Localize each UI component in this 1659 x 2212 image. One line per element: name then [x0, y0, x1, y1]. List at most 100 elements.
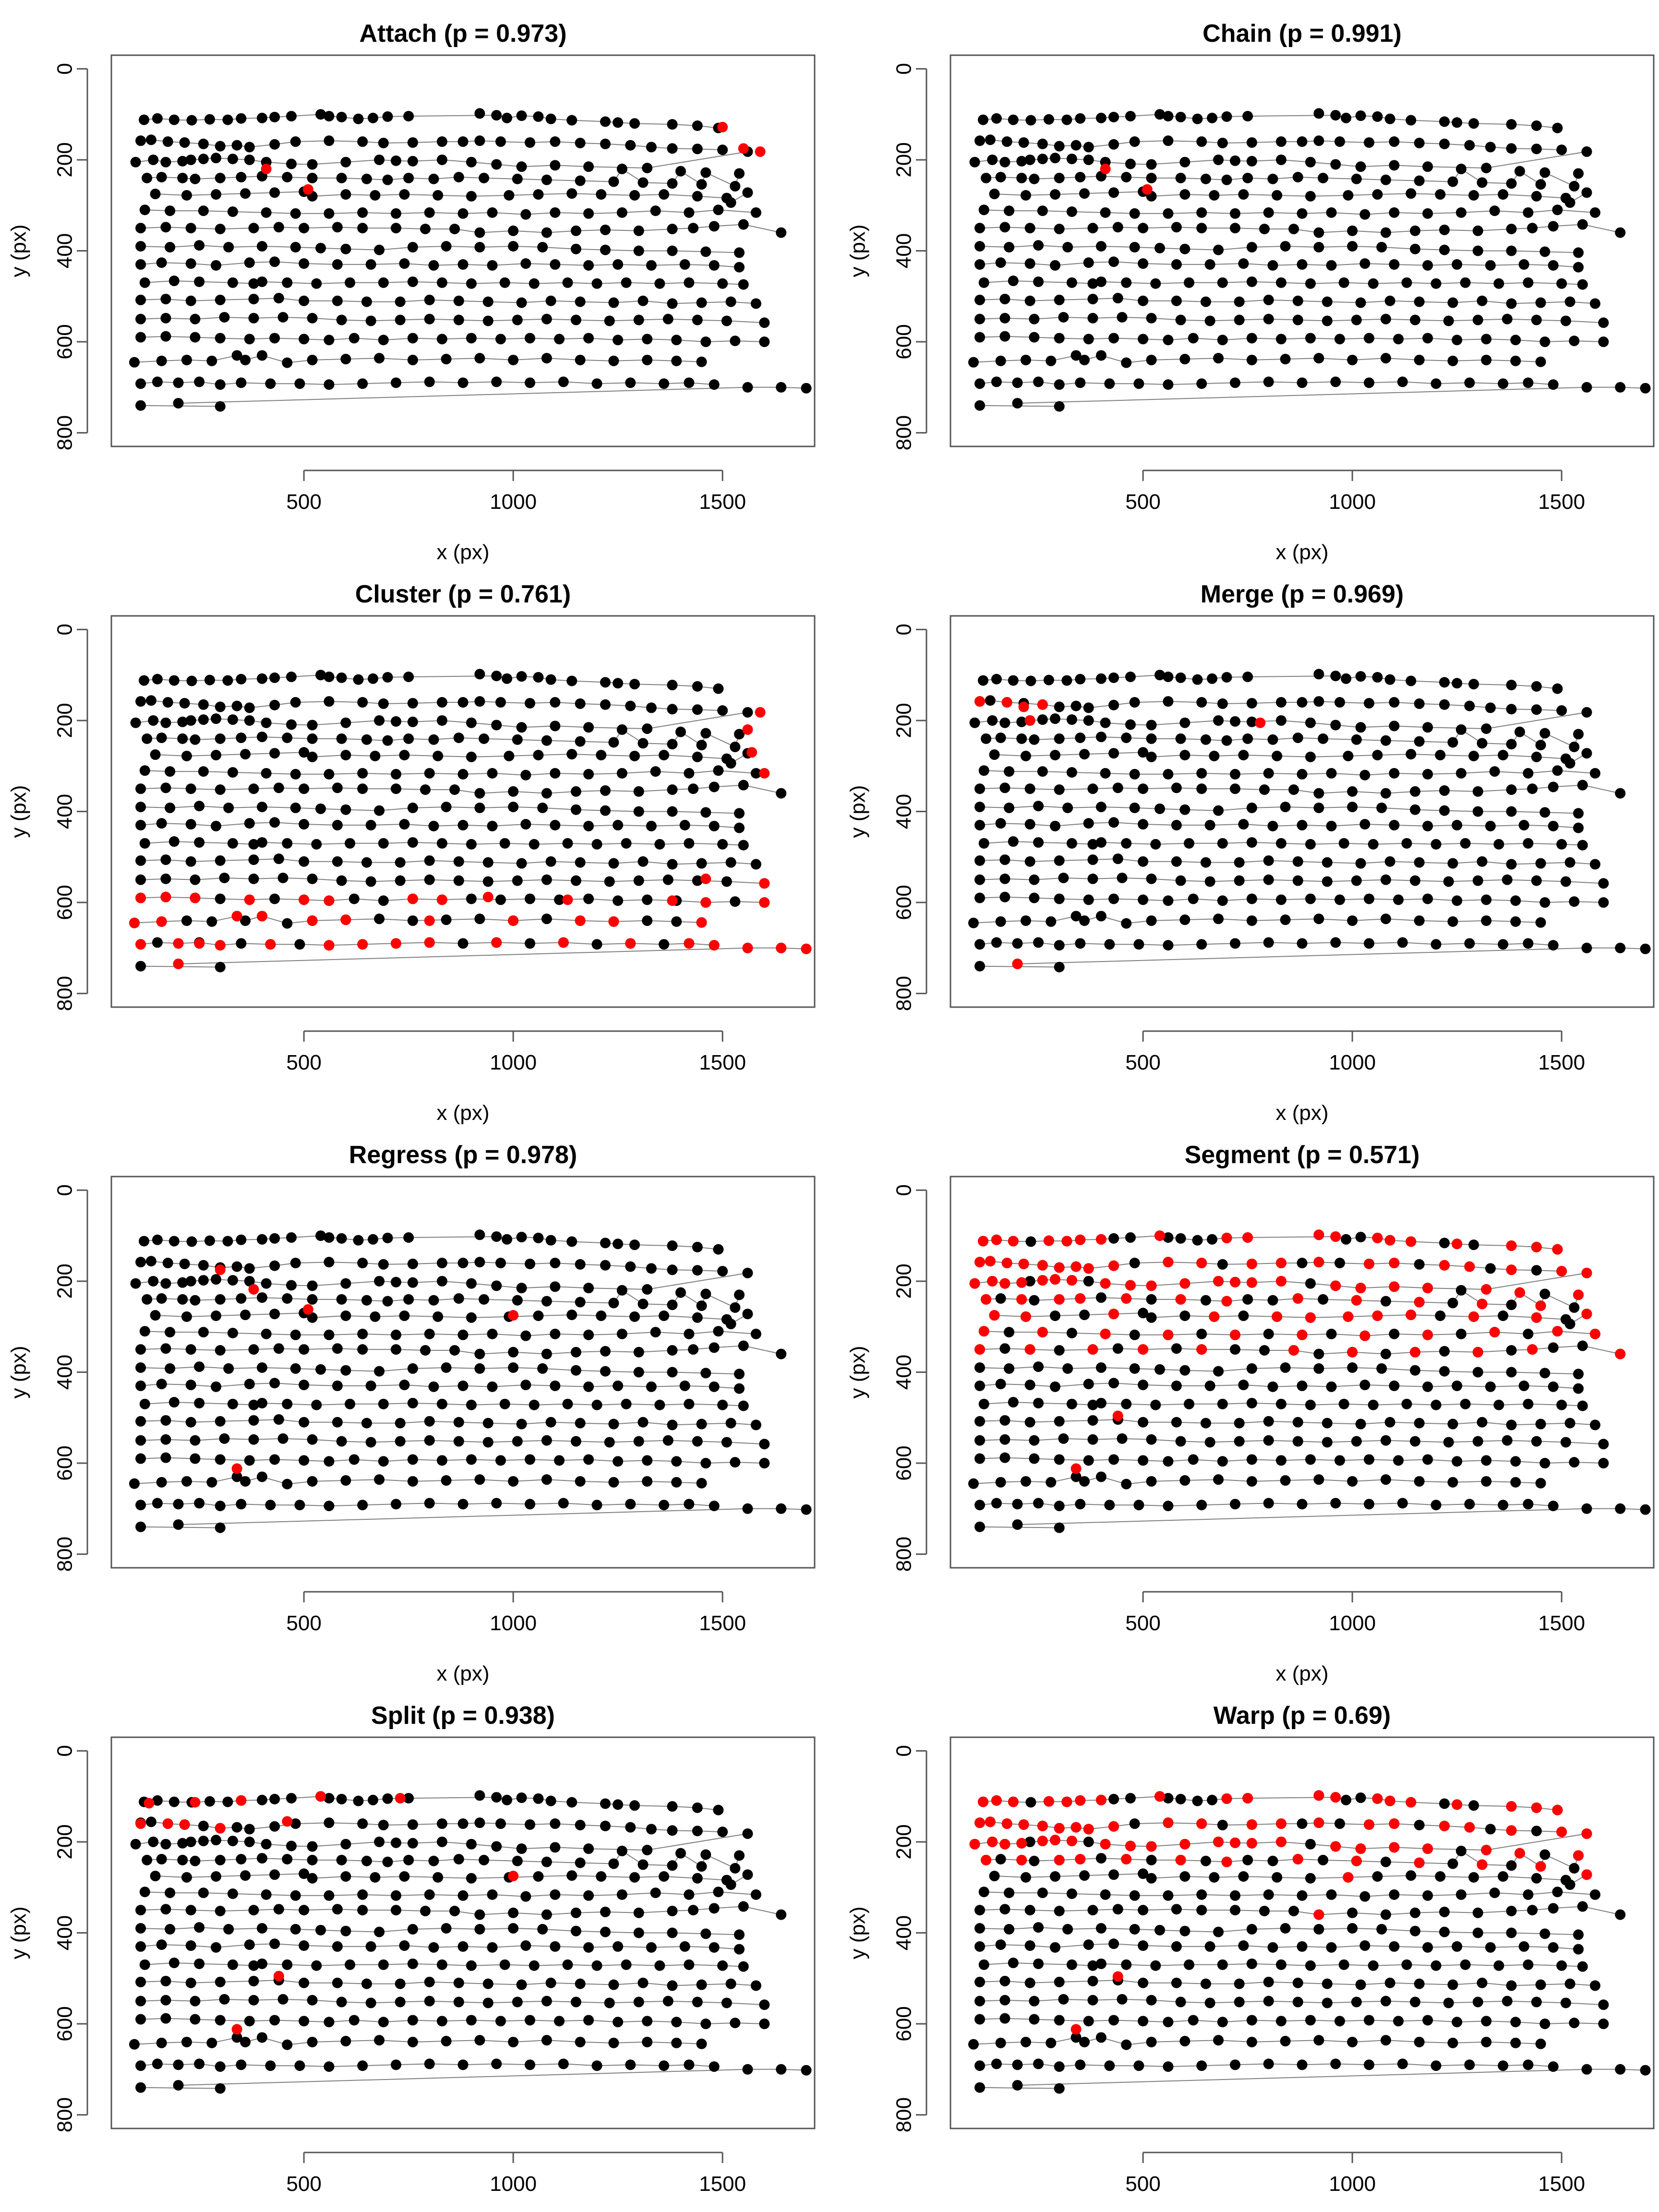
data-point [479, 733, 490, 744]
data-point [709, 1342, 720, 1353]
data-point [1318, 733, 1329, 744]
data-point [145, 1816, 156, 1827]
data-point [1397, 1498, 1408, 1509]
data-point [499, 1398, 510, 1409]
data-point [1548, 1501, 1559, 1512]
data-point [1539, 1928, 1551, 1939]
data-point [730, 336, 741, 347]
data-point [332, 295, 343, 306]
data-point [1242, 1854, 1253, 1865]
data-point [466, 1278, 477, 1289]
data-point [1062, 802, 1073, 813]
data-point [215, 1294, 226, 1305]
data-point [1263, 294, 1274, 305]
data-point [324, 769, 335, 780]
data-point [1163, 696, 1174, 707]
data-point [315, 1364, 326, 1375]
data-point [600, 138, 611, 149]
data-point [299, 1455, 310, 1466]
data-point [211, 1381, 222, 1392]
highlight-series [1100, 163, 1153, 195]
data-point [474, 1909, 485, 1920]
data-point [227, 1959, 238, 1970]
data-point [646, 1824, 657, 1835]
data-point [1414, 857, 1425, 868]
data-point [433, 190, 444, 201]
data-point [256, 112, 267, 123]
data-point [1355, 110, 1366, 121]
data-point [1539, 1288, 1551, 1299]
data-point [466, 278, 477, 289]
data-point [596, 189, 607, 200]
highlight-point [978, 1326, 989, 1337]
data-point [1452, 1380, 1463, 1391]
data-point [482, 315, 493, 326]
data-point [449, 1345, 460, 1356]
data-point [1121, 277, 1132, 288]
data-point [1569, 896, 1580, 907]
data-point [508, 802, 519, 813]
data-point [1213, 1926, 1224, 1937]
data-point [1506, 680, 1517, 691]
data-point [550, 697, 561, 708]
data-point [185, 1380, 196, 1391]
data-point [1234, 1418, 1245, 1429]
data-point [558, 2058, 569, 2069]
highlight-point [1481, 1845, 1492, 1856]
data-point [361, 1978, 372, 1989]
data-point [1275, 136, 1286, 147]
data-point [382, 735, 393, 746]
data-point [999, 293, 1010, 304]
data-point [750, 1889, 761, 1900]
data-point [995, 916, 1006, 927]
data-point [667, 298, 678, 309]
data-point [236, 938, 247, 949]
data-point [1455, 768, 1467, 779]
data-point [403, 172, 414, 183]
highlight-point [1075, 1293, 1086, 1304]
highlight-point [324, 940, 335, 951]
data-point [1100, 1889, 1111, 1900]
data-point [1083, 1455, 1094, 1466]
data-point [1318, 172, 1329, 183]
data-point [1129, 1923, 1140, 1935]
data-point [1046, 2037, 1057, 2048]
data-point [407, 333, 418, 344]
data-point [1129, 1363, 1140, 1374]
highlight-point [1343, 1311, 1354, 1322]
data-point [152, 1234, 163, 1245]
highlight-point [1050, 1274, 1061, 1285]
data-point [1380, 1474, 1391, 1485]
data-point [165, 241, 176, 252]
data-point [1267, 260, 1278, 271]
data-point [1439, 1798, 1450, 1809]
data-point [135, 1380, 146, 1391]
data-point [345, 838, 356, 849]
highlight-point [1108, 1309, 1119, 1320]
data-point [1154, 1364, 1166, 1375]
data-point [1376, 1923, 1387, 1935]
data-point [139, 1326, 150, 1337]
highlight-point [1054, 1294, 1065, 1305]
data-point [395, 1996, 406, 2008]
data-point [1029, 734, 1040, 745]
data-point [717, 705, 728, 716]
highlight-series [129, 707, 812, 969]
data-point [1506, 704, 1517, 715]
connection-line [979, 784, 1621, 794]
data-point [135, 1344, 146, 1355]
data-point [1138, 1380, 1149, 1391]
data-point [390, 716, 401, 727]
data-point [1409, 225, 1420, 236]
data-point [1171, 1380, 1182, 1391]
data-point [1188, 1454, 1199, 1465]
highlight-point [1175, 1294, 1186, 1305]
data-point [1569, 336, 1580, 347]
y-tick-label: 800 [53, 976, 77, 1011]
data-point [616, 1328, 627, 1339]
data-point [508, 1362, 519, 1373]
data-point [667, 1419, 678, 1431]
data-point [1004, 205, 1015, 216]
data-point [466, 717, 477, 728]
highlight-point [738, 143, 749, 154]
